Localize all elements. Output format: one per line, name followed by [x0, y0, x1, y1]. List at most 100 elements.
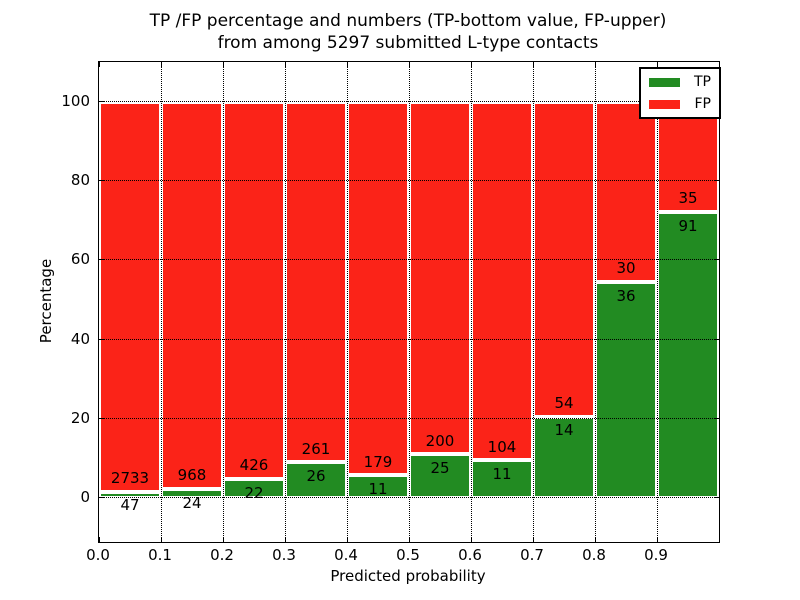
fp-count-label-1: 968 — [177, 466, 207, 485]
tp-legend-swatch-icon — [649, 77, 680, 87]
fp-count-label-0: 2733 — [110, 468, 150, 487]
fp-count-label-4: 179 — [363, 452, 393, 471]
fp-count-label-5: 200 — [425, 431, 455, 450]
y-tick-label-0: 0 — [80, 488, 90, 507]
x-tick-label-0.7: 0.7 — [520, 546, 544, 564]
x-tickmark-top-4 — [347, 62, 348, 67]
y-tickmark-right-60 — [714, 259, 719, 261]
legend-item-tp: TP — [649, 75, 711, 89]
legend-label-tp: TP — [694, 74, 711, 90]
x-tick-label-0.2: 0.2 — [210, 546, 234, 564]
x-tickmark-bottom-5 — [409, 537, 410, 542]
tp-count-label-5: 25 — [430, 459, 450, 478]
gridline-x-2 — [223, 62, 224, 542]
y-tickmark-right-80 — [714, 180, 719, 182]
y-tickmark-right-20 — [714, 418, 719, 420]
tp-count-label-7: 14 — [554, 421, 574, 440]
fp-count-label-2: 426 — [239, 456, 269, 475]
x-tickmark-bottom-0 — [99, 537, 100, 542]
y-tick-label-60: 60 — [70, 250, 90, 269]
gridline-x-3 — [285, 62, 286, 542]
tp-count-label-8: 36 — [616, 286, 636, 305]
x-tick-label-0.6: 0.6 — [458, 546, 482, 564]
x-tickmark-top-8 — [595, 62, 596, 67]
bar-segment-fp-8 — [595, 101, 657, 282]
tp-count-label-3: 26 — [306, 467, 326, 486]
fp-legend-swatch-icon — [649, 99, 680, 109]
tp-count-label-2: 22 — [244, 483, 264, 502]
y-tick-label-80: 80 — [70, 171, 90, 189]
x-tickmark-top-2 — [223, 62, 224, 67]
bar-segment-tp-5 — [409, 454, 471, 499]
y-tickmark-right-40 — [714, 338, 719, 340]
tp-count-label-6: 11 — [492, 465, 512, 484]
tp-count-label-9: 91 — [678, 216, 698, 235]
x-tick-label-0.4: 0.4 — [334, 546, 358, 564]
x-tickmark-bottom-2 — [223, 537, 224, 542]
bar-segment-fp-0 — [99, 101, 161, 492]
bar-segment-tp-6 — [471, 460, 533, 499]
y-tickmark-left-40 — [99, 338, 104, 340]
gridline-x-9 — [657, 62, 658, 542]
tp-count-label-4: 11 — [368, 480, 388, 499]
x-tickmark-bottom-6 — [471, 537, 472, 542]
bar-segment-fp-1 — [161, 101, 223, 489]
y-tick-label-40: 40 — [70, 329, 90, 348]
x-tick-label-0.3: 0.3 — [272, 546, 296, 564]
bar-segment-fp-5 — [409, 101, 471, 455]
x-tickmark-bottom-9 — [657, 537, 658, 542]
gridline-x-8 — [595, 62, 596, 542]
gridline-x-6 — [471, 62, 472, 542]
x-tickmark-bottom-1 — [161, 537, 162, 542]
annotations-layer: 2733 47 968 24 426 22 261 26 179 11 200 25 104 11 54 14… — [99, 62, 719, 542]
legend: TP FP — [639, 67, 721, 119]
x-tickmark-bottom-10 — [719, 537, 720, 542]
x-tick-label-0.1: 0.1 — [148, 546, 172, 564]
x-tickmark-top-6 — [471, 62, 472, 67]
y-tickmark-left-0 — [99, 497, 104, 499]
legend-label-fp: FP — [694, 96, 712, 112]
y-tickmark-left-80 — [99, 180, 104, 182]
bar-segment-tp-7 — [533, 416, 595, 499]
tp-count-label-0: 47 — [120, 496, 140, 515]
x-tickmark-top-3 — [285, 62, 286, 67]
bar-segment-fp-3 — [285, 101, 347, 463]
y-tick-label-100: 100 — [61, 91, 90, 110]
x-tick-label-0.9: 0.9 — [644, 546, 668, 564]
x-tickmark-top-5 — [409, 62, 410, 67]
x-tick-label-0.5: 0.5 — [396, 546, 420, 564]
x-tick-label-0.8: 0.8 — [582, 546, 606, 564]
x-axis-label: Predicted probability — [330, 567, 486, 585]
y-tick-label-20: 20 — [70, 409, 90, 428]
bar-segment-fp-6 — [471, 101, 533, 461]
chart-title-line1: TP /FP percentage and numbers (TP-bottom… — [149, 11, 667, 31]
tp-count-label-1: 24 — [182, 493, 202, 512]
x-tickmark-top-1 — [161, 62, 162, 67]
fp-count-label-9: 35 — [678, 189, 698, 208]
x-tickmark-top-9 — [657, 62, 658, 67]
x-tickmark-bottom-8 — [595, 537, 596, 542]
plot-area: 2733 47 968 24 426 22 261 26 179 11 200 25 104 11 54 14… — [98, 61, 721, 543]
chart-title-line2: from among 5297 submitted L-type contact… — [217, 33, 599, 53]
y-tickmark-right-0 — [714, 497, 719, 499]
bar-segment-fp-7 — [533, 101, 595, 417]
x-tickmark-top-0 — [99, 62, 100, 67]
x-tick-label-0.0: 0.0 — [86, 546, 110, 564]
grid-layer — [99, 62, 719, 542]
bar-segment-fp-2 — [223, 101, 285, 479]
fp-count-label-8: 30 — [616, 259, 636, 278]
x-tickmark-bottom-7 — [533, 537, 534, 542]
fp-count-label-7: 54 — [554, 393, 574, 412]
y-tickmark-left-100 — [99, 100, 104, 102]
y-tickmark-left-20 — [99, 418, 104, 420]
gridline-x-1 — [161, 62, 162, 542]
x-tickmark-top-7 — [533, 62, 534, 67]
legend-item-fp: FP — [649, 97, 711, 111]
x-tickmark-bottom-4 — [347, 537, 348, 542]
gridline-x-7 — [533, 62, 534, 542]
gridline-x-4 — [347, 62, 348, 542]
bar-segment-fp-4 — [347, 101, 409, 476]
fp-count-label-6: 104 — [487, 437, 517, 456]
bar-segment-tp-8 — [595, 282, 657, 499]
